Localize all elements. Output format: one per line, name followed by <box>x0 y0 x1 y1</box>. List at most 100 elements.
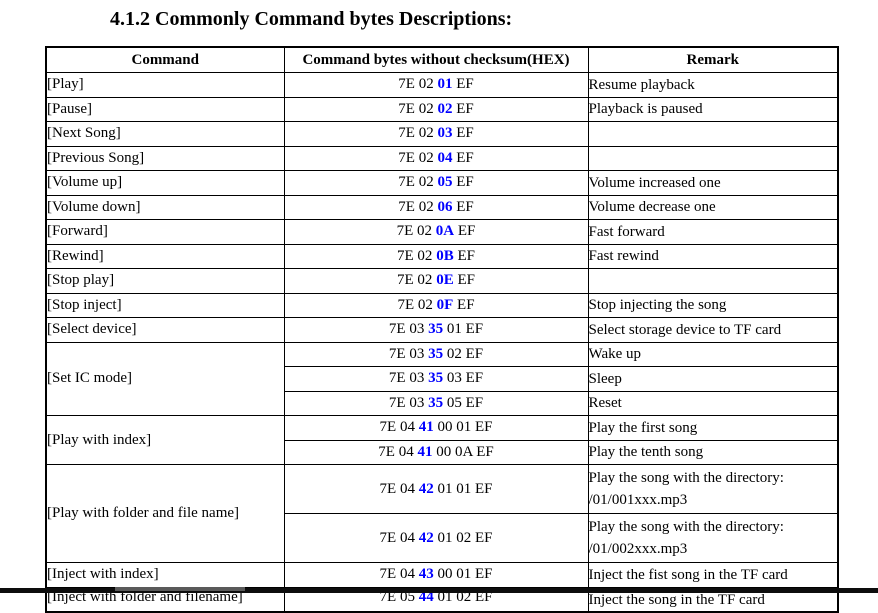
hex-prefix: 7E 03 <box>388 345 425 362</box>
hex-prefix: 7E 04 <box>379 480 415 497</box>
remark-cell: Fast forward <box>587 219 839 245</box>
remark-cell: Playback is paused <box>587 96 839 122</box>
remark-line: Fast forward <box>588 223 665 240</box>
table-row: [Play] 7E 02 01 EF Resume playback <box>45 72 839 98</box>
hex-command-byte: 01 <box>437 76 453 93</box>
hex-suffix: EF <box>456 198 474 215</box>
remark-cell <box>587 268 839 294</box>
table-row: [Forward] 7E 02 0A EF Fast forward <box>45 219 839 245</box>
hex-bytes-cell: 7E 02 05 EF <box>283 170 589 196</box>
command-cell: [Volume down] <box>45 194 285 220</box>
remark-line: Fast rewind <box>588 248 659 265</box>
hex-suffix: 01 02 EF <box>437 529 493 546</box>
table-header-row: Command Command bytes without checksum(HE… <box>45 46 839 73</box>
hex-bytes-cell: 7E 03 35 02 EF <box>283 341 589 367</box>
command-cell: [Previous Song] <box>45 145 285 171</box>
table-row: [Select device] 7E 03 35 01 EF Select stor… <box>45 317 839 343</box>
remark-line: Play the song with the directory: <box>588 519 784 535</box>
hex-bytes-cell: 7E 02 0E EF <box>283 268 589 294</box>
remark-cell: Resume playback <box>587 72 839 98</box>
hex-suffix: 01 01 EF <box>437 480 493 497</box>
hex-suffix: 01 EF <box>446 321 484 338</box>
remark-line: Play the first song <box>588 419 698 436</box>
remark-cell: Play the song with the directory: /01/002… <box>587 513 839 563</box>
remark-cell: Reset <box>587 390 839 416</box>
column-header-0: Command <box>45 46 285 73</box>
hex-command-byte: 05 <box>437 174 453 191</box>
hex-prefix: 7E 02 <box>398 149 434 166</box>
hex-prefix: 7E 04 <box>379 529 415 546</box>
hex-prefix: 7E 02 <box>397 272 433 289</box>
hex-command-byte: 42 <box>418 529 434 546</box>
hex-prefix: 7E 02 <box>397 296 433 313</box>
remark-line: Select storage device to TF card <box>588 321 782 338</box>
table-row: [Play with index] 7E 04 41 00 01 EF Play t… <box>45 415 839 465</box>
hex-suffix: EF <box>456 149 474 166</box>
table-row: [Inject with index] 7E 04 43 00 01 EF Inje… <box>45 562 839 588</box>
hex-prefix: 7E 03 <box>388 321 425 338</box>
command-cell: [Stop inject] <box>45 292 285 318</box>
command-cell: [Next Song] <box>45 121 285 147</box>
hex-prefix: 7E 04 <box>378 443 414 460</box>
remark-line: Wake up <box>588 346 642 363</box>
hex-suffix: EF <box>457 223 476 240</box>
table-row: [Play with folder and file name] 7E 04 42… <box>45 464 839 563</box>
hex-prefix: 7E 02 <box>398 198 434 215</box>
table-row: [Previous Song] 7E 02 04 EF <box>45 145 839 171</box>
remark-cell: Fast rewind <box>587 243 839 269</box>
hex-prefix: 7E 03 <box>388 394 425 411</box>
hex-prefix: 7E 02 <box>398 100 434 117</box>
hex-bytes-cell: 7E 04 41 00 01 EF <box>283 415 589 441</box>
table-row: [Pause] 7E 02 02 EF Playback is paused <box>45 96 839 122</box>
hex-bytes-cell: 7E 02 0F EF <box>283 292 589 318</box>
remark-cell: Inject the fist song in the TF card <box>587 562 839 588</box>
hex-command-byte: 41 <box>418 419 434 436</box>
command-cell: [Play with index] <box>45 415 285 465</box>
hex-suffix: EF <box>456 174 474 191</box>
command-cell: [Rewind] <box>45 243 285 269</box>
remark-cell: Volume increased one <box>587 170 839 196</box>
hex-command-byte: 42 <box>418 480 434 497</box>
remark-cell <box>587 121 839 147</box>
hex-command-byte: 06 <box>437 198 453 215</box>
page-bottom-edge <box>0 587 878 593</box>
command-cell: [Play with folder and file name] <box>45 464 285 563</box>
hex-suffix: EF <box>457 272 475 289</box>
hex-bytes-cell: 7E 04 42 01 02 EF <box>283 513 589 563</box>
remark-cell <box>587 145 839 171</box>
table-row: [Stop inject] 7E 02 0F EF Stop injecting t… <box>45 292 839 318</box>
table-row: [Set IC mode] 7E 03 35 02 EF Wake up <box>45 341 839 416</box>
command-cell: [Inject with index] <box>45 562 285 588</box>
hex-suffix: 05 EF <box>446 394 484 411</box>
command-table: Command Command bytes without checksum(HE… <box>45 46 839 613</box>
hex-bytes-cell: 7E 02 0A EF <box>283 219 589 245</box>
hex-bytes-cell: 7E 04 41 00 0A EF <box>283 439 589 465</box>
hex-bytes-cell: 7E 04 43 00 01 EF <box>283 562 589 588</box>
hex-command-byte: 41 <box>417 443 433 460</box>
hex-bytes-cell: 7E 03 35 05 EF <box>283 390 589 416</box>
hex-command-byte: 03 <box>437 125 453 142</box>
remark-line: Sleep <box>588 370 622 387</box>
table-row: 7E 04 41 00 0A EF Play the tenth song <box>46 439 839 465</box>
hex-suffix: 00 0A EF <box>436 443 494 460</box>
hex-bytes-cell: 7E 04 42 01 01 EF <box>283 464 589 514</box>
remark-line: /01/001xxx.mp3 <box>588 492 688 508</box>
remark-line: Volume decrease one <box>588 199 716 216</box>
table-row: [Next Song] 7E 02 03 EF <box>45 121 839 147</box>
column-header-1: Command bytes without checksum(HEX) <box>283 46 589 73</box>
hex-bytes-cell: 7E 03 35 03 EF <box>283 366 589 392</box>
hex-prefix: 7E 04 <box>379 419 415 436</box>
hex-suffix: EF <box>456 125 474 142</box>
hex-prefix: 7E 03 <box>388 370 425 387</box>
remark-line: /01/002xxx.mp3 <box>588 541 688 557</box>
hex-bytes-cell: 7E 03 35 01 EF <box>283 317 589 343</box>
remark-line: Volume increased one <box>588 174 721 191</box>
command-cell: [Volume up] <box>45 170 285 196</box>
bottom-edge-accent <box>115 587 245 591</box>
command-cell: [Forward] <box>45 219 285 245</box>
remark-cell: Play the first song <box>587 415 839 441</box>
hex-command-byte: 0E <box>436 272 454 289</box>
table-row: [Rewind] 7E 02 0B EF Fast rewind <box>45 243 839 269</box>
remark-line: Stop injecting the song <box>588 297 727 314</box>
hex-suffix: EF <box>457 296 475 313</box>
